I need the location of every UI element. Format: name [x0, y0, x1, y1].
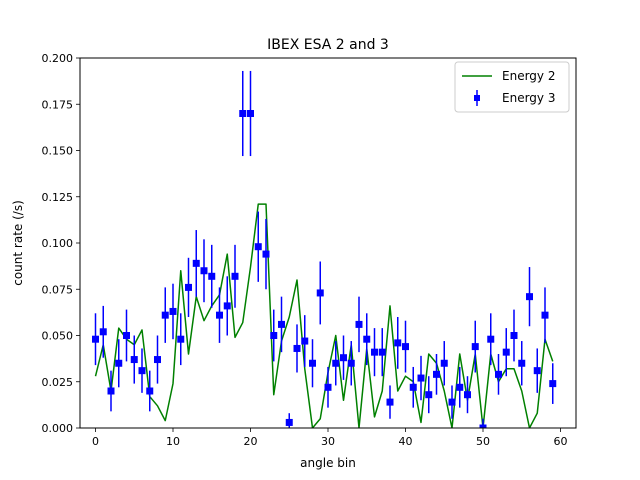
data-point-energy-3 — [347, 359, 355, 367]
legend: Energy 2 Energy 3 — [454, 61, 570, 113]
x-tick-label: 30 — [321, 435, 335, 448]
data-point-energy-3 — [254, 243, 262, 251]
legend-box — [454, 61, 570, 113]
data-point-energy-3 — [479, 424, 487, 428]
data-point-energy-3 — [130, 356, 138, 364]
data-point-energy-3 — [107, 387, 115, 395]
data-point-energy-3 — [270, 332, 278, 339]
y-tick-label: 0.125 — [42, 191, 74, 204]
x-tick-label: 0 — [92, 435, 99, 448]
data-point-energy-3 — [301, 337, 309, 345]
data-point-energy-3 — [92, 335, 99, 343]
data-point-energy-3 — [161, 311, 169, 319]
data-point-energy-3 — [448, 398, 456, 406]
data-point-energy-3 — [208, 272, 216, 280]
y-tick-label: 0.175 — [42, 98, 74, 111]
chart-title: IBEX ESA 2 and 3 — [267, 37, 389, 53]
y-axis: 0.000 0.025 0.050 0.075 0.100 0.125 0.150 0.175… — [42, 52, 80, 435]
data-point-energy-3 — [533, 367, 541, 375]
legend-label-energy-2: Energy 2 — [502, 69, 555, 83]
series-line-energy-2 — [94, 203, 554, 428]
data-point-energy-3 — [502, 348, 510, 356]
data-point-energy-3 — [146, 387, 154, 395]
data-point-energy-3 — [340, 354, 347, 362]
data-point-energy-3 — [440, 359, 448, 367]
data-point-energy-3 — [138, 367, 146, 375]
data-point-energy-3 — [378, 348, 386, 356]
x-tick-label: 50 — [476, 435, 490, 448]
data-point-energy-3 — [115, 359, 123, 367]
y-tick-label: 0.150 — [42, 145, 74, 158]
legend-label-energy-3: Energy 3 — [502, 91, 555, 105]
x-tick-label: 10 — [166, 435, 180, 448]
data-point-energy-3 — [433, 370, 440, 378]
data-point-energy-3 — [487, 335, 495, 343]
y-tick-label: 0.000 — [42, 422, 74, 435]
data-point-energy-3 — [324, 383, 332, 391]
data-point-energy-3 — [123, 332, 130, 339]
data-point-energy-3 — [177, 335, 185, 343]
data-point-energy-3 — [231, 272, 239, 280]
plot-area — [92, 70, 557, 428]
data-point-energy-3 — [549, 380, 557, 388]
y-tick-label: 0.075 — [42, 283, 74, 296]
y-axis-label: count rate (/s) — [11, 200, 25, 286]
data-point-energy-3 — [285, 418, 293, 426]
data-point-energy-3 — [247, 110, 254, 117]
data-point-energy-3 — [371, 348, 378, 356]
data-point-energy-3 — [332, 359, 340, 367]
x-tick-label: 60 — [554, 435, 568, 448]
y-tick-label: 0.050 — [42, 330, 74, 343]
data-point-energy-3 — [526, 293, 533, 301]
data-point-energy-3 — [394, 339, 402, 347]
data-point-energy-3 — [309, 359, 316, 367]
data-point-energy-3 — [239, 110, 247, 117]
data-point-energy-3 — [355, 320, 363, 328]
data-point-energy-3 — [402, 343, 409, 351]
data-point-energy-3 — [510, 332, 518, 339]
x-axis-label: angle bin — [300, 456, 356, 470]
data-point-energy-3 — [192, 259, 200, 267]
data-point-energy-3 — [316, 289, 324, 297]
x-tick-label: 40 — [399, 435, 413, 448]
data-point-energy-3 — [425, 391, 433, 399]
data-point-energy-3 — [262, 250, 270, 258]
data-point-energy-3 — [169, 307, 177, 315]
y-tick-label: 0.200 — [42, 52, 74, 65]
data-point-energy-3 — [223, 302, 231, 310]
y-tick-label: 0.100 — [42, 237, 74, 250]
data-point-energy-3 — [200, 267, 208, 275]
x-tick-label: 20 — [244, 435, 258, 448]
data-point-energy-3 — [293, 344, 301, 352]
data-point-energy-3 — [541, 311, 549, 319]
data-point-energy-3 — [518, 359, 526, 367]
y-tick-label: 0.025 — [42, 376, 74, 389]
data-point-energy-3 — [154, 356, 161, 364]
data-point-energy-3 — [216, 311, 223, 319]
data-point-energy-3 — [417, 374, 425, 382]
data-point-energy-3 — [278, 320, 285, 328]
data-point-energy-3 — [409, 383, 417, 391]
data-point-energy-3 — [185, 283, 192, 291]
data-point-energy-3 — [464, 391, 471, 399]
data-point-energy-3 — [495, 370, 502, 378]
data-point-energy-3 — [456, 383, 464, 391]
data-point-energy-3 — [386, 398, 394, 406]
data-point-energy-3 — [471, 343, 479, 351]
x-axis: 0 10 20 30 40 50 60 — [92, 428, 568, 448]
data-point-energy-3 — [363, 335, 371, 343]
data-point-energy-3 — [99, 328, 107, 336]
legend-swatch-energy-3-marker — [474, 95, 480, 101]
